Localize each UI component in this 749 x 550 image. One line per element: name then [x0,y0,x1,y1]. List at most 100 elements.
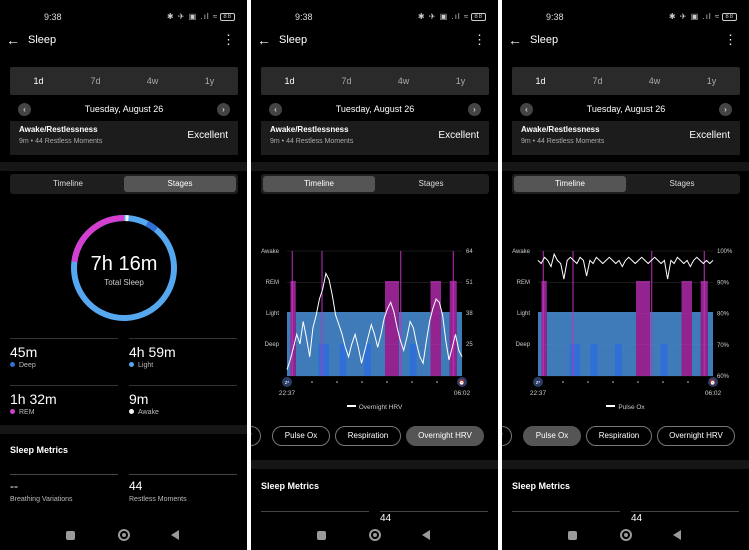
stage-bar [546,312,570,376]
tab-1y[interactable]: 1y [706,76,717,86]
sleep-metrics-title: Sleep Metrics [261,481,320,491]
recents-icon[interactable] [66,531,75,540]
tab-1d[interactable]: 1d [33,76,44,86]
tab-stages[interactable]: Stages [669,179,695,188]
chip-overnight-hrv[interactable]: Overnight HRV [657,426,735,446]
metric-restless-value: 44 [129,479,143,493]
stage-bar [650,312,661,376]
stage-bar [622,312,636,376]
chip-overnight-hrv[interactable]: Overnight HRV [406,426,484,446]
stage-bar [385,281,399,376]
chip-partial[interactable]: y [502,426,512,446]
view-toggle: Timeline Stages [261,174,489,194]
chip-pulse-ox[interactable]: Pulse Ox [272,426,330,446]
stage-bar [541,281,547,376]
tab-4w[interactable]: 4w [648,76,661,86]
card-rating: Excellent [438,130,479,141]
back-nav-icon[interactable] [422,530,430,540]
chip-pulse-ox[interactable]: Pulse Ox [523,426,581,446]
more-options-icon[interactable]: ⋮ [724,32,737,47]
metric-restless-partial[interactable]: 44 [380,511,488,524]
chip-respiration[interactable]: Respiration [586,426,652,446]
left-axis-label: REM [517,280,530,286]
right-axis-label: 51 [466,280,473,286]
next-day-icon[interactable]: › [468,103,481,116]
tab-stages[interactable]: Stages [418,179,444,188]
prev-day-icon[interactable]: ‹ [269,103,282,116]
app-bar: ← Sleep ⋮ [251,28,498,54]
right-axis-label: 25 [466,342,473,348]
tab-1d[interactable]: 1d [284,76,295,86]
date-label: Tuesday, August 26 [84,104,164,114]
back-nav-icon[interactable] [171,530,179,540]
metric-restless[interactable]: 44 Restless Moments [129,474,237,503]
next-day-icon[interactable]: › [719,103,732,116]
x-tick [361,381,363,383]
page-title: Sleep [279,34,308,46]
chip-respiration[interactable]: Respiration [335,426,401,446]
prev-day-icon[interactable]: ‹ [18,103,31,116]
tab-timeline[interactable]: Timeline [514,176,626,192]
tab-7d[interactable]: 7d [90,76,101,86]
tab-timeline[interactable]: Timeline [53,179,83,188]
next-day-icon[interactable]: › [217,103,230,116]
metric-breathing[interactable]: -- Breathing Variations [10,474,118,503]
back-nav-icon[interactable] [673,530,681,540]
x-tick [311,381,313,383]
more-options-icon[interactable]: ⋮ [473,32,486,47]
tab-timeline[interactable]: Timeline [263,176,375,192]
light-dot-icon [129,362,134,367]
date-navigator: ‹ Tuesday, August 26 › [10,102,238,118]
stage-bar [371,312,385,376]
metric-breathing-partial[interactable] [512,511,620,521]
tab-1d[interactable]: 1d [535,76,546,86]
metric-restless-partial[interactable]: 44 [631,511,739,524]
tab-1y[interactable]: 1y [455,76,466,86]
metric-breathing-label: Breathing Variations [10,496,73,503]
stage-bar [346,312,364,376]
metric-breathing-partial[interactable] [261,511,369,521]
home-icon[interactable] [620,529,632,541]
tab-7d[interactable]: 7d [592,76,603,86]
recents-icon[interactable] [568,531,577,540]
back-arrow-icon[interactable]: ← [508,32,522,48]
range-tabs: 1d 7d 4w 1y [10,67,238,95]
stat-rem-value: 1h 32m [10,391,57,407]
chip-partial[interactable]: y [251,426,261,446]
legend-line-icon [606,405,616,407]
left-axis-label: REM [266,280,279,286]
sleep-start-glyph: zᶻ [536,380,541,386]
awake-restlessness-card[interactable]: Awake/Restlessness 9m • 44 Restless Mome… [512,121,740,155]
phone-screen-hrv: 9:38 ✱ ✈ ▣ .ıl ≈88 ← Sleep ⋮ 1d 7d 4w 1y… [251,0,498,550]
back-arrow-icon[interactable]: ← [257,32,271,48]
recents-icon[interactable] [317,531,326,540]
stage-bar-deep [590,344,598,376]
legend-line-icon [346,405,356,407]
status-icons-glyphs: ✱ ✈ ▣ .ıl ≈ [417,12,470,21]
more-options-icon[interactable]: ⋮ [222,32,235,47]
status-icons-glyphs: ✱ ✈ ▣ .ıl ≈ [166,12,219,21]
prev-day-icon[interactable]: ‹ [520,103,533,116]
awake-restlessness-card[interactable]: Awake/Restlessness 9m • 44 Restless Mome… [10,121,238,155]
section-divider [502,460,749,469]
home-icon[interactable] [369,529,381,541]
left-axis-label: Deep [516,342,531,348]
deep-dot-icon [10,362,15,367]
stat-deep: 45m Deep [10,338,118,369]
tab-4w[interactable]: 4w [146,76,159,86]
ring-deep-arc [145,220,158,232]
range-tabs: 1d 7d 4w 1y [261,67,489,95]
system-nav-bar [502,522,749,550]
stage-bar [290,281,296,376]
tab-7d[interactable]: 7d [341,76,352,86]
back-arrow-icon[interactable]: ← [6,32,20,48]
stat-light: 4h 59m Light [129,338,237,369]
awake-restlessness-card[interactable]: Awake/Restlessness 9m • 44 Restless Mome… [261,121,489,155]
app-bar: ← Sleep ⋮ [502,28,749,54]
tab-4w[interactable]: 4w [397,76,410,86]
tab-1y[interactable]: 1y [204,76,215,86]
home-icon[interactable] [118,529,130,541]
system-nav-bar [251,522,498,550]
tab-stages[interactable]: Stages [124,176,236,192]
stage-bar [287,312,291,376]
